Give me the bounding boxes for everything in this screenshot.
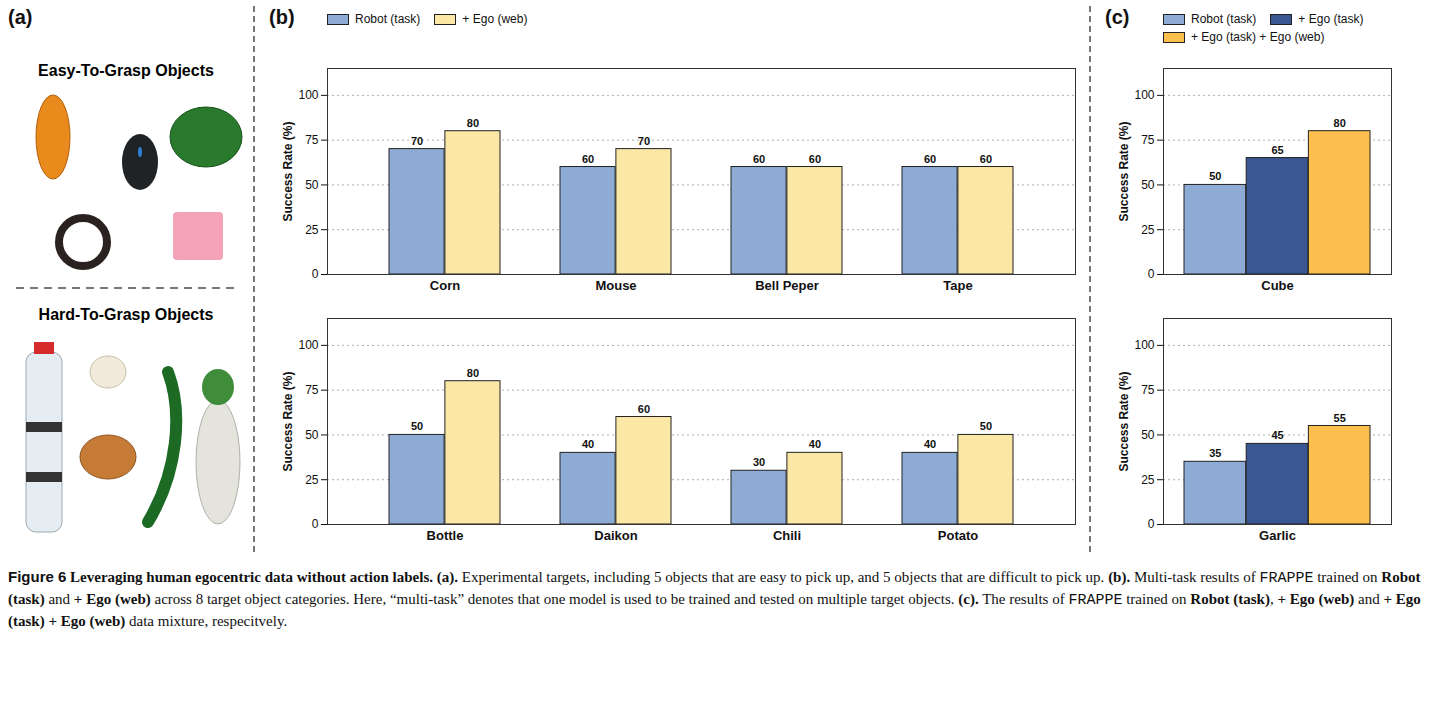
svg-text:50: 50 [1209,170,1221,182]
svg-text:Success Rate (%): Success Rate (%) [281,121,295,221]
svg-text:50: 50 [305,178,319,192]
svg-text:Cube: Cube [1261,278,1294,293]
svg-text:0: 0 [312,267,319,281]
svg-text:Bell Peper: Bell Peper [755,278,819,293]
svg-text:25: 25 [1141,223,1155,237]
svg-text:60: 60 [638,403,650,415]
svg-text:55: 55 [1334,411,1346,423]
svg-text:75: 75 [305,383,319,397]
svg-text:50: 50 [411,420,423,432]
svg-text:0: 0 [312,517,319,531]
html-text:Figure 6 Leveraging human egoc: Figure 6 Leveraging human egocentric dat… [8,568,1421,629]
html-text:+ Ego (task) + Ego (web): + Ego (task) + Ego (web) [1191,30,1325,44]
svg-text:100: 100 [298,88,318,102]
html-text:+ Ego (task): + Ego (task) [1298,12,1364,26]
svg-text:30: 30 [753,456,765,468]
svg-text:75: 75 [1141,133,1155,147]
svg-text:60: 60 [582,153,594,165]
svg-text:0: 0 [1148,267,1155,281]
svg-text:60: 60 [809,153,821,165]
svg-text:80: 80 [1334,117,1346,129]
svg-text:60: 60 [924,153,936,165]
svg-text:Hard-To-Grasp Objects: Hard-To-Grasp Objects [39,306,214,323]
svg-text:70: 70 [411,135,423,147]
svg-text:Tape: Tape [943,278,972,293]
svg-text:65: 65 [1271,144,1283,156]
html-text:(a): (a) [8,6,33,28]
svg-text:50: 50 [1141,178,1155,192]
svg-text:Chili: Chili [773,528,801,543]
svg-text:75: 75 [305,133,319,147]
svg-text:100: 100 [1134,338,1154,352]
html-text:Robot (task): Robot (task) [355,12,421,26]
svg-text:45: 45 [1271,429,1283,441]
svg-text:25: 25 [1141,473,1155,487]
html-text:+ Ego (web): + Ego (web) [462,12,528,26]
svg-text:Corn: Corn [430,278,460,293]
svg-text:40: 40 [809,438,821,450]
svg-text:35: 35 [1209,447,1221,459]
svg-text:Easy-To-Grasp Objects: Easy-To-Grasp Objects [38,62,214,79]
svg-text:75: 75 [1141,383,1155,397]
svg-text:40: 40 [924,438,936,450]
html-text:(c): (c) [1105,6,1130,28]
svg-text:40: 40 [582,438,594,450]
html-text:Robot (task): Robot (task) [1191,12,1257,26]
svg-text:100: 100 [1134,88,1154,102]
svg-text:25: 25 [305,473,319,487]
svg-text:Success Rate (%): Success Rate (%) [1117,371,1131,471]
svg-text:Garlic: Garlic [1259,528,1296,543]
svg-text:Success Rate (%): Success Rate (%) [1117,121,1131,221]
svg-text:Potato: Potato [938,528,979,543]
svg-text:60: 60 [980,153,992,165]
svg-text:0: 0 [1148,517,1155,531]
svg-text:50: 50 [980,420,992,432]
svg-text:Daikon: Daikon [594,528,637,543]
svg-text:100: 100 [298,338,318,352]
svg-text:Bottle: Bottle [427,528,464,543]
html-text:(b): (b) [269,6,295,28]
svg-text:50: 50 [305,428,319,442]
svg-text:Success Rate (%): Success Rate (%) [281,371,295,471]
svg-text:50: 50 [1141,428,1155,442]
svg-text:60: 60 [753,153,765,165]
svg-text:70: 70 [638,135,650,147]
svg-text:Mouse: Mouse [595,278,636,293]
svg-text:80: 80 [467,117,479,129]
svg-text:25: 25 [305,223,319,237]
svg-text:80: 80 [467,367,479,379]
